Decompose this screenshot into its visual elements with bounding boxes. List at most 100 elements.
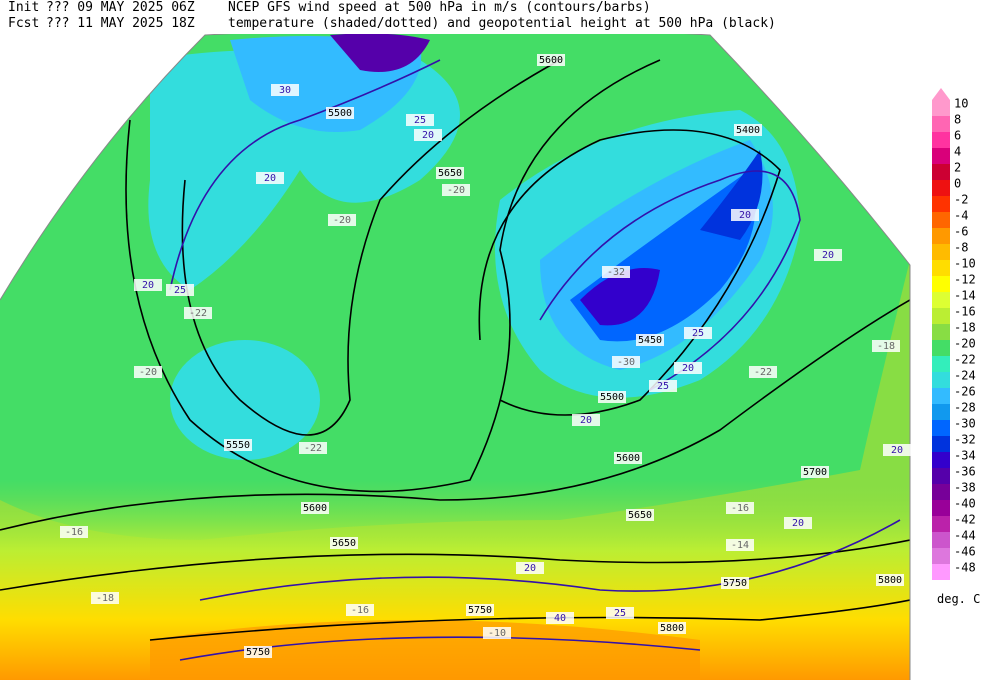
colorbar-label: -32	[954, 433, 976, 447]
temperature-label: -18	[96, 593, 114, 604]
colorbar-label: -18	[954, 321, 976, 335]
height-label: 5800	[878, 575, 902, 586]
temperature-label: -16	[65, 527, 83, 538]
colorbar-label: -46	[954, 545, 976, 559]
label-bg	[614, 452, 642, 464]
label-bg	[606, 607, 634, 619]
height-label: 5700	[803, 467, 827, 478]
label-bg	[537, 54, 565, 66]
colorbar-box	[932, 100, 950, 116]
height-label: 5450	[638, 335, 662, 346]
colorbar-box	[932, 564, 950, 580]
height-label: 5500	[328, 108, 352, 119]
colorbar-box	[932, 452, 950, 468]
label-bg	[414, 129, 442, 141]
temperature-label: -30	[617, 357, 635, 368]
colorbar-box	[932, 468, 950, 484]
label-bg	[602, 266, 630, 278]
temperature-label: -14	[731, 540, 749, 551]
height-label: 5600	[303, 503, 327, 514]
colorbar-label: -34	[954, 449, 976, 463]
wind-label: 25	[414, 115, 426, 126]
label-bg	[626, 509, 654, 521]
colorbar-box	[932, 196, 950, 212]
init-time: ??? 09 MAY 2025 06Z	[46, 0, 195, 15]
colorbar-label: -20	[954, 337, 976, 351]
temperature-label: -32	[607, 267, 625, 278]
colorbar-box	[932, 340, 950, 356]
colorbar-box	[932, 532, 950, 548]
label-bg	[872, 340, 900, 352]
label-bg	[784, 517, 812, 529]
colorbar-label: -12	[954, 273, 976, 287]
wind-label: 25	[692, 328, 704, 339]
label-bg	[731, 209, 759, 221]
label-bg	[598, 391, 626, 403]
colorbar-box	[932, 244, 950, 260]
label-bg	[546, 612, 574, 624]
colorbar-label: -26	[954, 385, 976, 399]
label-bg	[726, 502, 754, 514]
header-bg	[0, 0, 1000, 34]
temperature-label: -20	[447, 185, 465, 196]
temperature-label: -18	[877, 341, 895, 352]
colorbar-label: -36	[954, 465, 976, 479]
label-bg	[299, 442, 327, 454]
label-bg	[256, 172, 284, 184]
wind-label: 20	[524, 563, 536, 574]
colorbar-label: -28	[954, 401, 976, 415]
label-bg	[60, 526, 88, 538]
height-contours	[0, 59, 910, 641]
colorbar-label: -40	[954, 497, 976, 511]
label-bg	[436, 167, 464, 179]
wind-label: 20	[682, 363, 694, 374]
colorbar-box	[932, 228, 950, 244]
colorbar-label: -48	[954, 561, 976, 575]
height-label: 5400	[736, 125, 760, 136]
init-label: Init	[8, 0, 39, 15]
wind-contours	[169, 59, 901, 661]
colorbar-label: -4	[954, 209, 968, 223]
label-bg	[734, 124, 762, 136]
colorbar-label: 10	[954, 97, 968, 111]
colorbar-box	[932, 324, 950, 340]
colorbar-label: 8	[954, 113, 961, 127]
label-bg	[721, 577, 749, 589]
height-label: 5800	[660, 623, 684, 634]
temperature-label: -22	[189, 308, 207, 319]
height-label: 5600	[616, 453, 640, 464]
colorbar-box	[932, 388, 950, 404]
colorbar-label: 2	[954, 161, 961, 175]
label-bg	[636, 334, 664, 346]
label-bg	[674, 362, 702, 374]
label-bg	[612, 356, 640, 368]
height-label: 5650	[628, 510, 652, 521]
colorbar-label: 6	[954, 129, 961, 143]
colorbar-box	[932, 212, 950, 228]
colorbar-box	[932, 436, 950, 452]
wind-label: 20	[822, 250, 834, 261]
height-label: 5550	[226, 440, 250, 451]
height-label: 5750	[723, 578, 747, 589]
label-bg	[442, 184, 470, 196]
label-bg	[224, 439, 252, 451]
colorbar-label: -14	[954, 289, 976, 303]
colorbar-box	[932, 148, 950, 164]
colorbar-box	[932, 484, 950, 500]
colorbar-label: -44	[954, 529, 976, 543]
title-line: NCEP GFS wind speed at 500 hPa in m/s (c…	[228, 0, 651, 15]
colorbar-box	[932, 404, 950, 420]
label-bg	[91, 592, 119, 604]
wind-label: 20	[792, 518, 804, 529]
label-bg	[346, 604, 374, 616]
wind-label: 25	[614, 608, 626, 619]
colorbar-box	[932, 276, 950, 292]
label-bg	[301, 502, 329, 514]
label-bg	[328, 214, 356, 226]
temperature-label: -20	[139, 367, 157, 378]
colorbar-label: -22	[954, 353, 976, 367]
label-bg	[330, 537, 358, 549]
label-bg	[876, 574, 904, 586]
title-line: temperature (shaded/dotted) and geopoten…	[228, 16, 776, 31]
